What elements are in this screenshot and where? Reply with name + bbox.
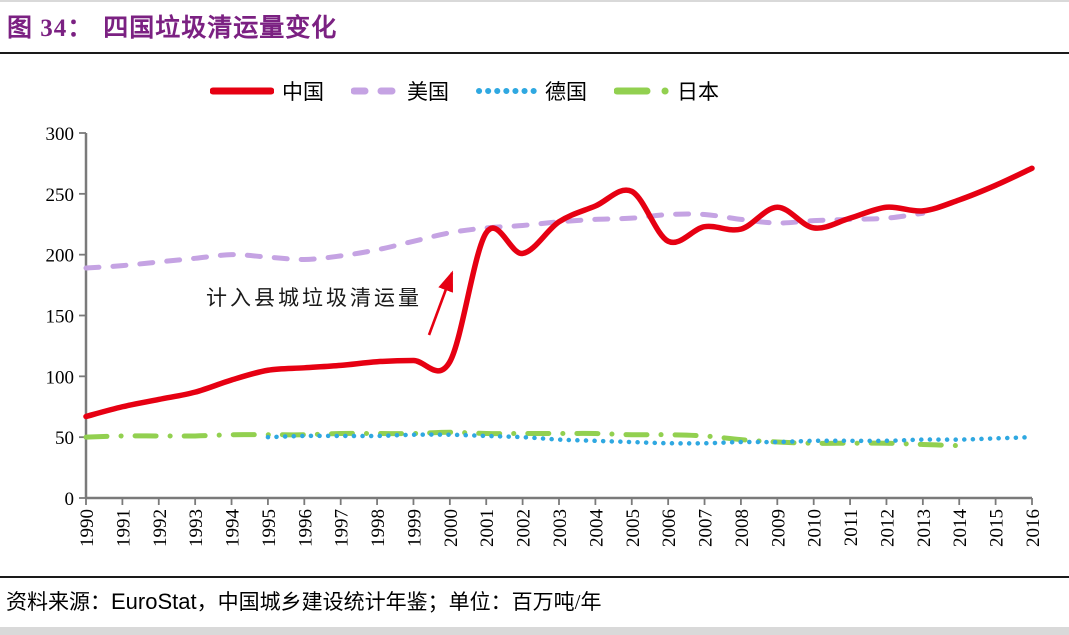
svg-text:2009: 2009 — [768, 509, 789, 547]
svg-text:1994: 1994 — [223, 509, 244, 548]
source-label: 资料来源： — [6, 590, 111, 614]
svg-text:2015: 2015 — [987, 509, 1008, 547]
svg-text:2007: 2007 — [696, 509, 717, 547]
legend-item-japan: 日本 — [614, 76, 719, 106]
svg-text:2000: 2000 — [441, 509, 462, 547]
chart-legend: 中国 美国 德国 日本 — [210, 76, 719, 106]
svg-text:1998: 1998 — [368, 509, 389, 547]
svg-text:250: 250 — [46, 185, 75, 206]
usa-line-sample — [351, 87, 399, 95]
legend-item-china: 中国 — [210, 76, 324, 106]
annotation-arrow-icon — [427, 270, 454, 336]
svg-text:2016: 2016 — [1023, 509, 1044, 547]
svg-text:1991: 1991 — [113, 509, 134, 547]
svg-text:2003: 2003 — [550, 509, 571, 547]
svg-text:2011: 2011 — [841, 509, 862, 546]
top-divider — [0, 0, 1069, 2]
chart-annotation: 计入县城垃圾清运量 — [206, 286, 422, 310]
china-line-sample — [210, 87, 274, 95]
svg-text:1997: 1997 — [332, 509, 353, 547]
svg-text:150: 150 — [46, 307, 75, 328]
svg-text:1993: 1993 — [186, 509, 207, 547]
chart-axes: 0 50 100 150 200 250 300 1990 1991 1992 1993 1994 19… — [46, 124, 1045, 547]
legend-item-germany: 德国 — [476, 76, 587, 106]
line-chart: 0 50 100 150 200 250 300 1990 1991 1992 1993 1994 19… — [46, 124, 1045, 547]
title-divider — [0, 52, 1069, 54]
legend-label-usa: 美国 — [407, 80, 449, 104]
svg-text:1999: 1999 — [404, 509, 425, 547]
chart-series-lines — [83, 165, 1035, 449]
svg-text:2005: 2005 — [623, 509, 644, 547]
svg-text:1995: 1995 — [259, 509, 280, 547]
legend-label-germany: 德国 — [545, 80, 587, 104]
germany-line-sample — [476, 88, 537, 94]
svg-text:300: 300 — [46, 124, 75, 145]
legend-label-china: 中国 — [282, 80, 324, 104]
svg-text:2014: 2014 — [950, 509, 971, 548]
svg-text:2013: 2013 — [914, 509, 935, 547]
svg-text:100: 100 — [46, 367, 75, 388]
legend-label-japan: 日本 — [677, 80, 719, 104]
svg-text:2006: 2006 — [659, 509, 680, 547]
svg-text:0: 0 — [65, 489, 75, 510]
svg-text:2004: 2004 — [586, 509, 607, 548]
source-note: 资料来源：EuroStat，中国城乡建设统计年鉴；单位：百万吨/年 — [6, 586, 601, 616]
source-name: EuroStat — [111, 589, 197, 614]
japan-line-sample — [614, 87, 669, 95]
svg-text:2002: 2002 — [514, 509, 535, 547]
figure-number: 图 34： — [7, 15, 94, 42]
svg-text:2008: 2008 — [732, 509, 753, 547]
bottom-divider — [0, 576, 1069, 578]
svg-text:50: 50 — [55, 428, 74, 449]
svg-text:1996: 1996 — [295, 509, 316, 547]
bottom-strip — [0, 627, 1069, 635]
svg-text:2012: 2012 — [877, 509, 898, 547]
figure-title: 图 34： 四国垃圾清运量变化 — [7, 8, 337, 44]
svg-text:2010: 2010 — [805, 509, 826, 547]
figure-title-text: 四国垃圾清运量变化 — [103, 15, 338, 42]
source-rest: ，中国城乡建设统计年鉴；单位：百万吨/年 — [196, 590, 602, 614]
svg-text:1990: 1990 — [77, 509, 98, 547]
svg-text:1992: 1992 — [150, 509, 171, 547]
svg-text:2001: 2001 — [477, 509, 498, 547]
svg-text:200: 200 — [46, 246, 75, 267]
legend-item-usa: 美国 — [351, 76, 449, 106]
